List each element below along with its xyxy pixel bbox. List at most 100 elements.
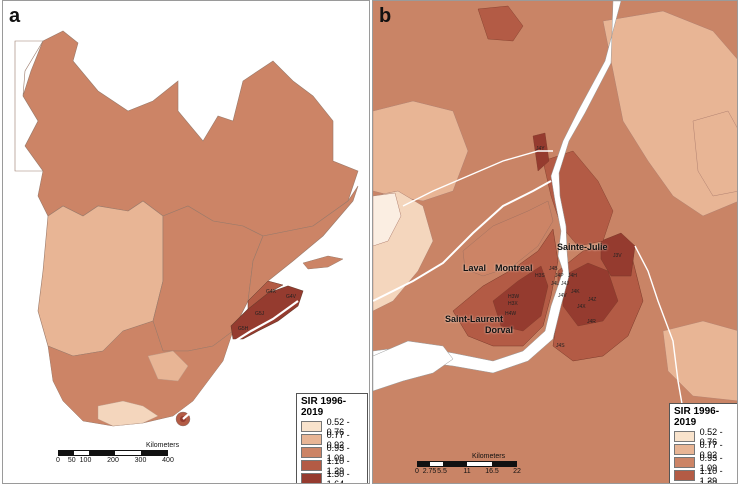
scale-unit: Kilometers: [472, 453, 506, 460]
map-panel-a: a G4X G4V G5J G5H: [2, 0, 370, 484]
scale-bar-a-graphic: [58, 450, 168, 456]
legend-label: 0.52 - 0.76: [326, 416, 350, 437]
fsa-label: J4J: [561, 281, 569, 287]
legend-item: 1.10 - 1.29: [301, 456, 363, 476]
legend-swatch: [301, 473, 322, 483]
scale-bar-a: 0 50 100 200 300 400 Kilometers: [56, 442, 179, 466]
panel-label-a: a: [9, 5, 21, 27]
region-south: [47, 320, 234, 427]
fsa-label: J4S: [556, 343, 565, 349]
fsa-label: H3X: [508, 301, 518, 307]
legend-label: 1.30 - 1.64: [699, 478, 723, 484]
zone-west-light: [373, 100, 469, 202]
scale-bar-b: 0 2.75 5.5 11 16.5 22 Kilometers: [415, 453, 521, 477]
legend-swatch: [301, 447, 322, 458]
city-label-sainte-julie: Sainte-Julie: [557, 242, 608, 252]
scale-tick: 16.5: [485, 468, 499, 475]
fsa-label: H3S: [535, 273, 545, 279]
fsa-label-a: G4V: [286, 294, 297, 300]
fsa-label-a: G5H: [238, 326, 249, 332]
legend-item: 1.30 - 1.64: [301, 468, 363, 484]
scale-tick: 22: [513, 468, 521, 475]
zone-north-dark: [532, 132, 550, 172]
zone-east-light: [692, 110, 737, 197]
legend-swatch: [674, 483, 695, 484]
legend-item: 0.93 - 1.09: [301, 443, 363, 463]
region-east: [247, 185, 359, 302]
scale-tick: 50: [67, 457, 76, 464]
scale-tick: 5.5: [437, 468, 447, 475]
fsa-label: J4X: [577, 304, 586, 310]
zone-montreal-core: [492, 265, 549, 332]
legend-item: 0.93 - 1.09: [674, 453, 736, 473]
legend-label: 0.52 - 0.76: [699, 426, 723, 447]
legend-item: 0.77 - 0.92: [301, 430, 363, 450]
legend-label: 0.77 - 0.92: [326, 429, 350, 450]
scale-tick: 400: [162, 457, 174, 464]
map-panel-b: b Laval Montreal Sainte-Julie Saint-Laur…: [372, 0, 738, 484]
legend-swatch: [674, 444, 695, 455]
fsa-label: J4H: [568, 273, 577, 279]
legend-swatch: [301, 460, 322, 471]
scale-tick: 11: [463, 468, 471, 475]
legend-b: SIR 1996-2019 0.52 - 0.76 0.77 - 0.92 0.93…: [669, 403, 737, 484]
legend-swatch: [674, 457, 695, 468]
fsa-label: J3V: [613, 253, 622, 259]
zone-southeast-light: [662, 320, 737, 401]
quebec-map: [14, 30, 359, 427]
legend-swatch: [674, 431, 695, 442]
montreal-map: [373, 1, 737, 483]
legend-label: 1.30 - 1.64: [326, 468, 350, 484]
legend-label: 0.77 - 0.92: [699, 439, 723, 460]
fsa-label: J4B: [549, 266, 558, 272]
scale-tick: 0: [415, 468, 419, 475]
legend-item: 1.10 - 1.29: [674, 465, 736, 484]
fsa-label: H3W: [508, 294, 520, 300]
zone-sainte-julie: [600, 232, 636, 277]
river-mille-iles: [402, 150, 553, 207]
city-label-laval: Laval: [463, 263, 487, 273]
bay-water: [14, 40, 44, 172]
island-anticosti: [302, 255, 344, 270]
fsa-label: J4Y: [536, 146, 545, 152]
legend-label: 1.10 - 1.29: [326, 455, 350, 476]
scale-bar-b-graphic: [417, 461, 517, 467]
scale-tick: 2.75: [422, 468, 437, 475]
fsa-label: J4L: [551, 281, 560, 287]
legend-swatch: [301, 434, 322, 445]
legend-rows: 0.52 - 0.76 0.77 - 0.92 0.93 - 1.09 1.10 - …: [301, 417, 363, 484]
zone-west-white: [373, 192, 402, 247]
fsa-label: J4R: [587, 319, 596, 325]
fsa-label: J4V: [558, 293, 567, 299]
river-main: [373, 1, 622, 374]
scale-tick: 100: [79, 457, 92, 464]
zone-laval: [462, 200, 554, 277]
legend-item: 1.30 - 1.64: [674, 478, 736, 484]
st-lawrence-river: [182, 300, 299, 420]
scale-tick: 0: [56, 457, 60, 464]
city-label-dorval: Dorval: [485, 325, 514, 335]
legend-rows: 0.52 - 0.76 0.77 - 0.92 0.93 - 1.09 1.10 - …: [674, 427, 736, 484]
legend-title: SIR 1996-2019: [301, 396, 347, 418]
legend-title: SIR 1996-2019: [674, 406, 720, 428]
zone-southshore-core: [562, 262, 619, 327]
fsa-label-a: G4X: [266, 289, 277, 295]
zone-top-dark: [477, 5, 524, 42]
legend-label: 1.10 - 1.29: [699, 465, 723, 484]
lake-saint-louis: [373, 340, 454, 392]
scale-tick: 200: [107, 457, 119, 464]
region-north: [22, 30, 359, 237]
scale-unit: Kilometers: [146, 442, 180, 449]
city-label-montreal: Montreal: [495, 263, 533, 273]
legend-swatch: [301, 421, 322, 432]
region-patch-light: [147, 350, 189, 382]
legend-label: 0.93 - 1.09: [699, 452, 723, 473]
legend-a: SIR 1996-2019 0.52 - 0.76 0.77 - 0.92 0.93…: [296, 393, 368, 484]
legend-swatch: [674, 470, 695, 481]
legend-item: 0.52 - 0.76: [301, 417, 363, 437]
fsa-label: J4P: [555, 273, 564, 279]
legend-label: 0.93 - 1.09: [326, 442, 350, 463]
region-gaspesie-mid: [247, 280, 284, 310]
legend-item: 0.77 - 0.92: [674, 440, 736, 460]
legend-item: 0.52 - 0.76: [674, 427, 736, 447]
